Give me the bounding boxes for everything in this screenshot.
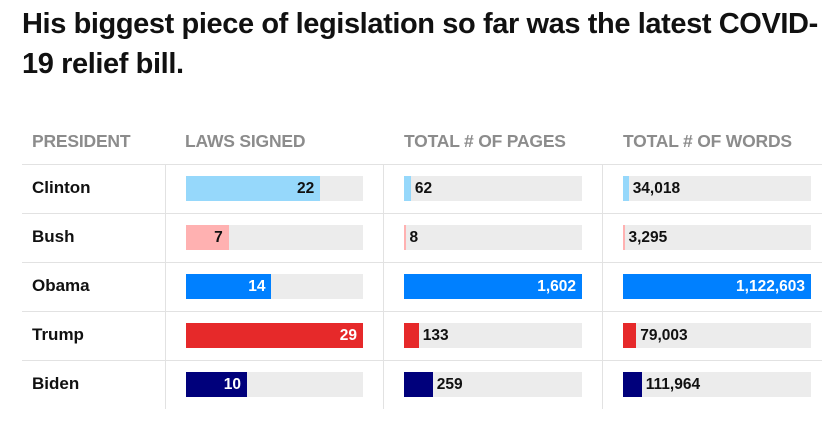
- row-divider: [22, 213, 822, 214]
- bar-track-pages: 62: [404, 176, 582, 201]
- bar-laws-signed: [186, 225, 229, 250]
- value-label-laws-signed: 10: [223, 376, 242, 393]
- column-divider: [165, 164, 166, 409]
- bar-track-pages: 8: [404, 225, 582, 250]
- bar-pages: [404, 176, 411, 201]
- row-divider: [22, 164, 822, 165]
- value-label-words: 79,003: [640, 327, 688, 344]
- header-total-words: TOTAL # OF WORDS: [623, 131, 792, 151]
- bar-track-pages: 133: [404, 323, 582, 348]
- bar-laws-signed: [186, 372, 248, 397]
- value-label-words: 3,295: [628, 229, 668, 246]
- president-name: Trump: [32, 325, 84, 344]
- bar-track-laws-signed: 7: [186, 225, 363, 250]
- bar-track-pages: 1,602: [404, 274, 582, 299]
- bar-track-words: 1,122,603: [623, 274, 811, 299]
- column-divider: [602, 164, 603, 409]
- value-label-words: 1,122,603: [736, 278, 805, 295]
- value-label-laws-signed: 14: [248, 278, 266, 295]
- row-divider: [22, 360, 822, 361]
- table-row: Obama 14 1,602 1,122,603: [22, 262, 822, 311]
- president-name: Clinton: [32, 178, 91, 197]
- header-laws-signed: LAWS SIGNED: [185, 131, 306, 151]
- president-name: Biden: [32, 374, 80, 393]
- bar-pages: [404, 225, 406, 250]
- header-total-pages: TOTAL # OF PAGES: [404, 131, 566, 151]
- row-divider: [22, 262, 822, 263]
- bar-pages: [404, 323, 419, 348]
- header-president: PRESIDENT: [32, 131, 131, 151]
- table-row: Bush 7 8 3,295: [22, 213, 822, 262]
- bar-pages: [404, 274, 582, 299]
- bar-words: [623, 176, 629, 201]
- bar-track-pages: 259: [404, 372, 582, 397]
- bar-track-laws-signed: 29: [186, 323, 363, 348]
- value-label-pages: 133: [422, 327, 449, 344]
- table-row: Trump 29 133 79,003: [22, 311, 822, 360]
- value-label-pages: 62: [414, 180, 433, 197]
- bar-words: [623, 372, 642, 397]
- value-label-pages: 8: [409, 229, 419, 246]
- table-row: Clinton 22 62 34,018: [22, 164, 822, 213]
- chart-title: His biggest piece of legislation so far …: [22, 8, 818, 80]
- bar-words: [623, 274, 811, 299]
- bar-laws-signed: [186, 176, 321, 201]
- bar-laws-signed: [186, 274, 272, 299]
- president-name: Obama: [32, 276, 90, 295]
- bar-track-laws-signed: 22: [186, 176, 363, 201]
- value-label-laws-signed: 29: [339, 327, 357, 344]
- bar-track-words: 3,295: [623, 225, 811, 250]
- bar-words: [623, 225, 625, 250]
- row-divider: [22, 311, 822, 312]
- value-label-pages: 259: [436, 376, 463, 393]
- bar-track-words: 79,003: [623, 323, 811, 348]
- table-row: Biden 10 259 111,964: [22, 360, 822, 409]
- column-divider: [383, 164, 384, 409]
- bar-laws-signed: [186, 323, 363, 348]
- bar-track-words: 34,018: [623, 176, 811, 201]
- value-label-words: 34,018: [632, 180, 681, 197]
- value-label-words: 111,964: [645, 376, 701, 393]
- value-label-laws-signed: 22: [297, 180, 315, 197]
- value-label-pages: 1,602: [537, 278, 576, 295]
- president-name: Bush: [32, 227, 75, 246]
- bar-track-laws-signed: 10: [186, 372, 363, 397]
- bar-words: [623, 323, 637, 348]
- bar-track-laws-signed: 14: [186, 274, 363, 299]
- bar-pages: [404, 372, 433, 397]
- value-label-laws-signed: 7: [214, 229, 223, 246]
- bar-track-words: 111,964: [623, 372, 811, 397]
